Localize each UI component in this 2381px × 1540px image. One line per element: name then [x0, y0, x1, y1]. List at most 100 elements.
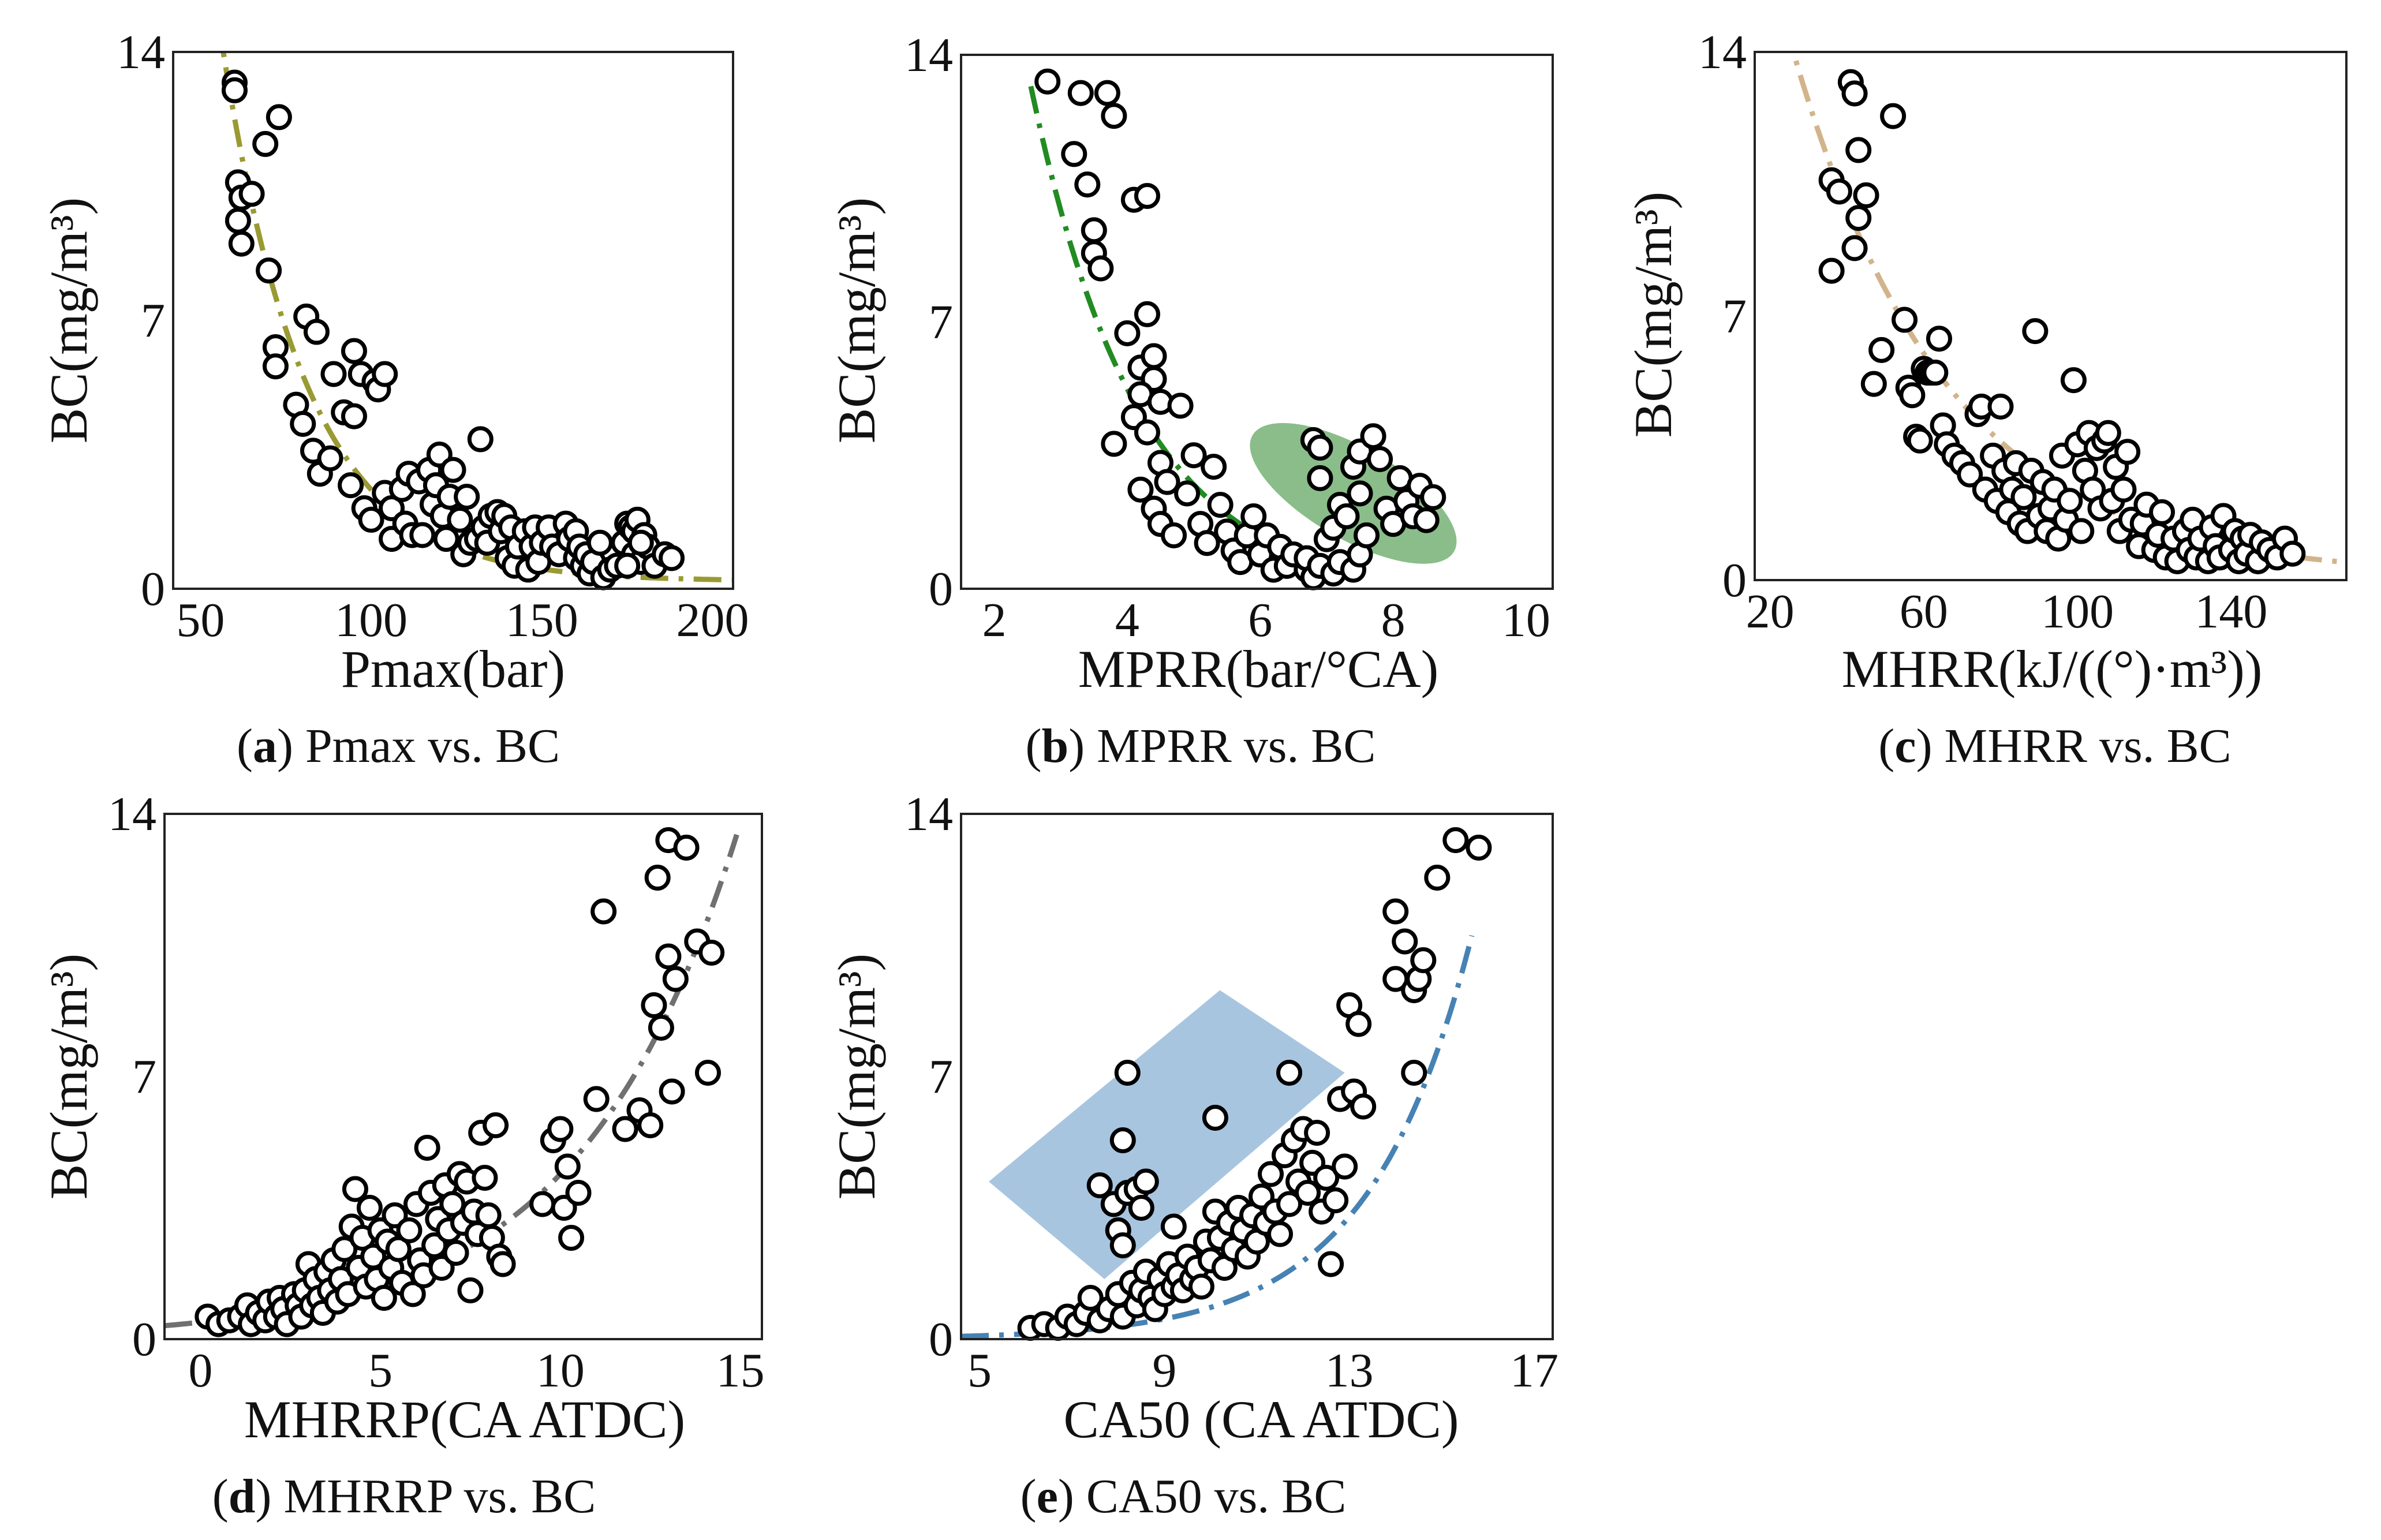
fit-curve-a	[220, 52, 733, 582]
fit-curve-d	[165, 833, 739, 1329]
data-point	[1345, 1011, 1372, 1037]
data-point	[2095, 420, 2121, 446]
x-tick-label: 10	[536, 1344, 585, 1397]
data-point	[1442, 827, 1469, 853]
x-tick-label: 2	[982, 593, 1007, 647]
data-point	[382, 1202, 408, 1228]
data-point	[447, 506, 473, 533]
data-point	[1860, 371, 1887, 397]
data-point	[1845, 205, 1872, 231]
data-point	[1318, 1251, 1344, 1277]
data-point	[483, 1112, 509, 1138]
data-point	[320, 361, 347, 387]
data-point	[659, 1078, 685, 1105]
data-point	[331, 1236, 358, 1262]
caption-c: (c) MHRR vs. BC	[1878, 719, 2231, 773]
y-tick-label: 14	[1698, 25, 1747, 79]
data-point	[1240, 503, 1267, 529]
x-tick-label: 0	[188, 1344, 212, 1397]
data-point	[1154, 469, 1180, 495]
y-axis-label-a: BC(mg/m³)	[39, 197, 98, 443]
data-point	[627, 529, 654, 556]
data-point	[637, 1112, 664, 1138]
data-point	[1957, 461, 1983, 488]
data-point	[372, 361, 398, 387]
data-point	[1109, 1127, 1136, 1153]
x-tick-label: 150	[506, 593, 578, 647]
y-tick-label: 14	[117, 25, 165, 79]
data-point	[228, 230, 255, 257]
data-point	[565, 1180, 592, 1206]
plot-frame-c	[1754, 51, 2348, 581]
data-point	[1841, 80, 1868, 107]
data-point	[1880, 103, 1907, 129]
data-point	[2114, 439, 2141, 465]
data-point	[1101, 431, 1127, 457]
data-point	[1267, 1221, 1294, 1247]
data-point	[2110, 476, 2137, 503]
caption-letter-a: a	[253, 719, 277, 773]
data-point	[1167, 393, 1194, 419]
data-point	[1077, 1285, 1104, 1311]
x-tick-label: 9	[1152, 1344, 1176, 1397]
data-point	[385, 1236, 412, 1262]
data-point	[1087, 255, 1114, 282]
x-axis-label-d: MHRRP(CA ATDC)	[244, 1390, 685, 1449]
data-point	[1347, 480, 1373, 507]
y-axis-label-c: BC(mg/m³)	[1624, 192, 1683, 438]
data-point	[673, 835, 700, 861]
data-point	[472, 1165, 498, 1191]
data-point	[1207, 492, 1234, 518]
data-point	[551, 1195, 577, 1221]
data-point	[1201, 454, 1227, 480]
x-tick-label: 60	[1900, 585, 1948, 638]
x-axis-label-a: Pmax(bar)	[341, 640, 565, 698]
data-point	[644, 865, 671, 891]
data-point	[1466, 835, 1492, 861]
data-point	[1134, 182, 1160, 209]
plot-frame-a	[172, 51, 734, 590]
caption-text-a: Pmax vs. BC	[305, 719, 560, 773]
data-point	[648, 1015, 674, 1041]
data-point	[1926, 326, 1952, 352]
data-point	[1868, 337, 1895, 363]
data-point	[439, 1191, 466, 1217]
data-point	[399, 1281, 426, 1307]
caption-text-b: MPRR vs. BC	[1097, 719, 1375, 773]
y-tick-label: 0	[1722, 554, 1747, 607]
caption-letter-e: e	[1037, 1470, 1058, 1523]
data-point	[586, 529, 613, 556]
panel-a: 50 100 150 200 0 7 14 Pmax(bar) BC(mg/m³) (a)…	[39, 25, 749, 773]
data-point	[1114, 320, 1141, 346]
data-point	[583, 1086, 610, 1112]
y-tick-label: 7	[929, 1050, 953, 1104]
data-point	[1034, 68, 1061, 95]
data-point	[1061, 141, 1087, 167]
panel-d: 0 5 10 15 0 7 14 MHRRP(CA ATDC) BC(mg/m³) (d)…	[39, 787, 765, 1523]
data-point	[1892, 306, 1918, 333]
data-point	[1304, 1120, 1330, 1146]
data-point	[409, 522, 436, 548]
data-point	[698, 940, 725, 966]
data-point	[1295, 1180, 1321, 1206]
data-point	[443, 1240, 469, 1266]
caption-letter-c: c	[1894, 719, 1916, 773]
x-tick-label: 5	[967, 1344, 992, 1397]
caption-b: (b) MPRR vs. BC	[1026, 719, 1376, 773]
fit-curve-e	[961, 935, 1475, 1339]
data-point	[421, 1232, 448, 1258]
data-point	[590, 898, 617, 925]
y-tick-label: 0	[929, 562, 953, 616]
plot-frame-b	[960, 54, 1554, 590]
data-point	[1322, 1187, 1349, 1213]
data-point	[1188, 1273, 1214, 1300]
data-point	[454, 484, 480, 510]
data-point	[1360, 423, 1386, 450]
data-point	[1134, 419, 1160, 446]
y-tick-label: 7	[929, 296, 953, 349]
data-point	[1922, 360, 1949, 386]
data-point	[371, 1285, 397, 1311]
x-tick-label: 8	[1381, 593, 1406, 647]
data-point	[1424, 865, 1451, 891]
data-point	[662, 966, 689, 992]
